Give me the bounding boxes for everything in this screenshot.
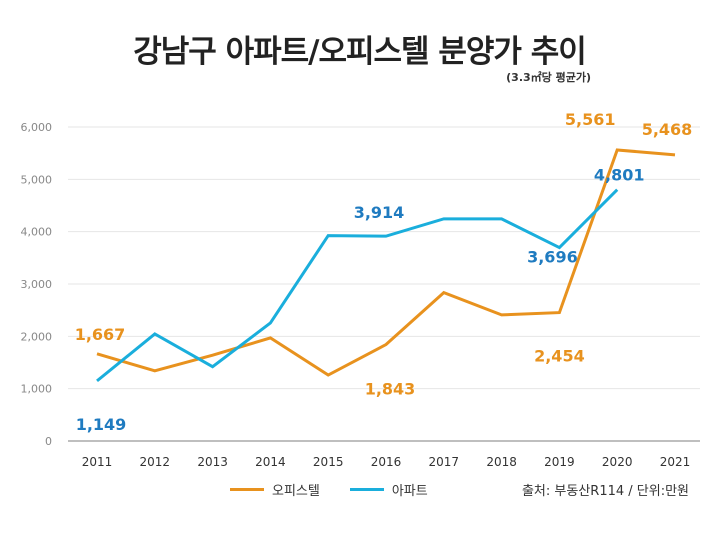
y-tick-label: 1,000	[21, 383, 53, 396]
legend: 오피스텔 아파트	[230, 480, 458, 499]
chart-title: 강남구 아파트/오피스텔 분양가 추이	[133, 34, 587, 70]
data-label: 1,149	[76, 415, 127, 434]
legend-swatch-apartment	[349, 488, 384, 491]
data-label: 3,696	[527, 248, 578, 267]
x-tick-label: 2017	[429, 455, 460, 469]
x-tick-label: 2015	[313, 455, 344, 469]
x-tick-label: 2021	[660, 455, 691, 469]
legend-item-officetel: 오피스텔	[230, 480, 320, 499]
x-tick-label: 2019	[544, 455, 575, 469]
data-label: 5,468	[642, 120, 693, 139]
y-tick-label: 4,000	[21, 226, 53, 239]
legend-item-apartment: 아파트	[349, 480, 428, 499]
officetel-series-line	[96, 148, 676, 377]
x-tick-label: 2014	[255, 455, 286, 469]
apartment-series-line	[96, 188, 619, 383]
data-label: 1,667	[75, 325, 126, 344]
y-tick-label: 0	[45, 435, 52, 448]
data-label: 4,801	[594, 166, 645, 185]
data-label: 1,843	[365, 380, 416, 399]
legend-label: 오피스텔	[272, 484, 320, 499]
data-label: 5,561	[565, 110, 616, 129]
y-tick-label: 3,000	[21, 278, 53, 291]
y-tick-label: 6,000	[21, 121, 53, 134]
legend-swatch-officetel	[230, 488, 264, 491]
y-tick-label: 5,000	[21, 173, 53, 186]
y-tick-label: 2,000	[21, 330, 53, 343]
chart-subtitle: (3.3㎡당 평균가)	[506, 71, 591, 84]
x-tick-label: 2016	[371, 455, 402, 469]
x-tick-label: 2011	[82, 455, 113, 469]
legend-label: 아파트	[391, 484, 428, 499]
x-tick-label: 2018	[486, 455, 517, 469]
x-tick-label: 2013	[197, 455, 228, 469]
source-note: 출처: 부동산R114 / 단위:만원	[521, 484, 689, 499]
data-label: 2,454	[534, 347, 585, 366]
data-label: 3,914	[354, 203, 405, 222]
x-tick-label: 2012	[140, 455, 171, 469]
x-tick-label: 2020	[602, 455, 633, 469]
